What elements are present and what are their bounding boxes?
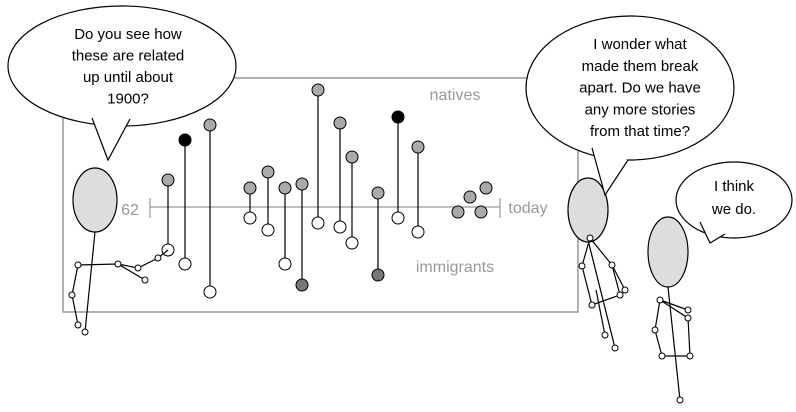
bubble-text: I wonder what bbox=[593, 36, 687, 53]
bubble-text: any more stories bbox=[585, 101, 696, 118]
bubble-text: we do. bbox=[711, 201, 756, 218]
middle-figure bbox=[567, 177, 629, 352]
timeline bbox=[149, 198, 501, 218]
bubble-text: up until about bbox=[83, 69, 174, 86]
bubble-text: made them break bbox=[582, 58, 699, 75]
bottom-label: immigrants bbox=[416, 259, 494, 276]
top-label: natives bbox=[430, 87, 481, 104]
bubble-text: from that time? bbox=[590, 123, 690, 140]
bubble-text: 1900? bbox=[107, 90, 149, 107]
left-label: 62 bbox=[121, 202, 139, 219]
speech-bubble: I think we do. bbox=[675, 161, 793, 244]
bubble-text: these are related bbox=[72, 47, 185, 64]
right-label: today bbox=[508, 200, 547, 217]
right-figure bbox=[647, 216, 694, 404]
speech-bubble: I wonder what made them break apart. Do we… bbox=[525, 15, 735, 197]
bubble-text: I think bbox=[714, 178, 755, 195]
bubble-text: apart. Do we have bbox=[579, 80, 701, 97]
bubble-text: Do you see how bbox=[74, 26, 182, 43]
speech-bubble: Do you see how these are related up until … bbox=[7, 5, 237, 162]
left-figure bbox=[68, 167, 169, 336]
